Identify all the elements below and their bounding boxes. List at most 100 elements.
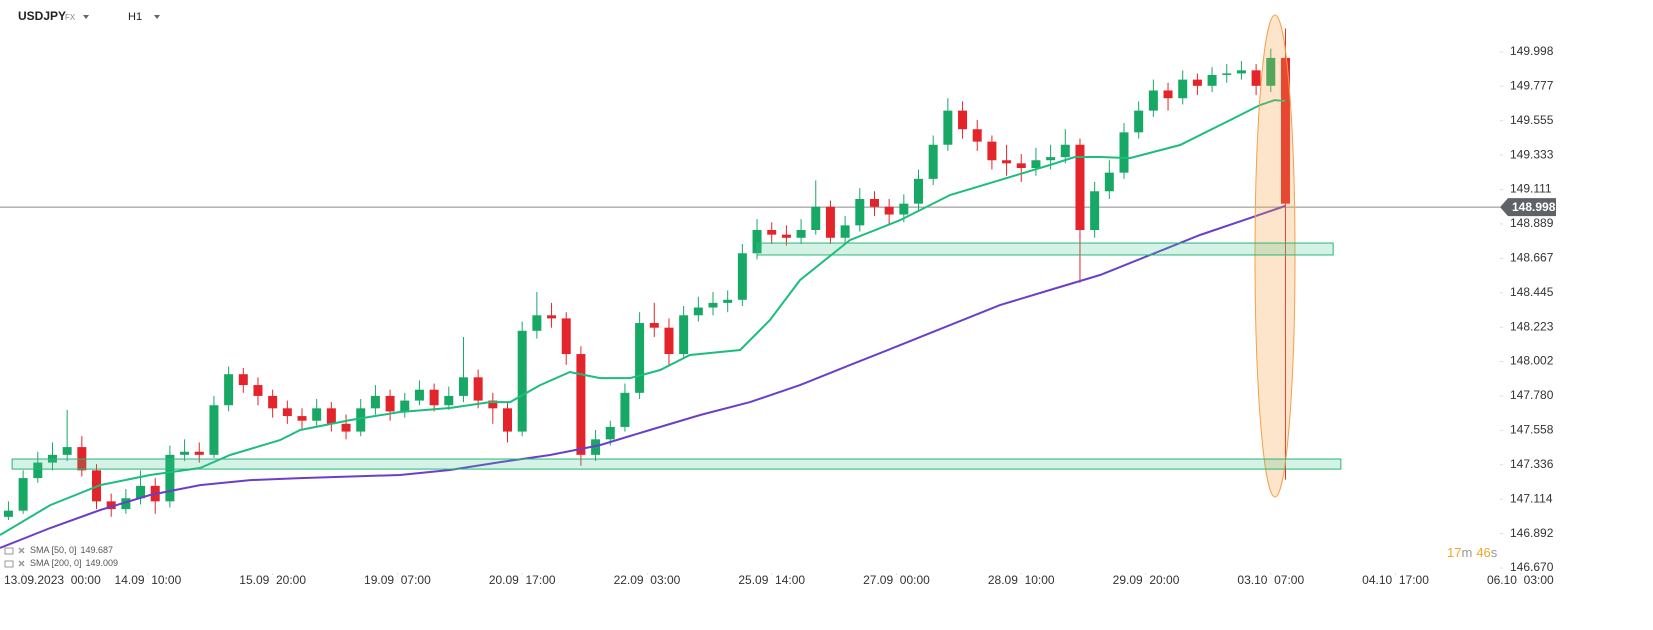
candle-body: [914, 178, 924, 204]
candle-body: [1222, 73, 1232, 75]
y-tick-label: 148.667: [1510, 251, 1554, 265]
candle-body: [194, 451, 204, 455]
candle-body: [238, 374, 248, 386]
y-tick-label: 149.555: [1510, 113, 1554, 127]
candle-body: [18, 478, 28, 511]
x-tick-label: 20.09 17:00: [489, 573, 556, 587]
candle-body: [224, 374, 234, 406]
candle-body: [1236, 70, 1246, 74]
y-tick-label: 147.780: [1510, 388, 1554, 402]
y-tick-label: 148.445: [1510, 285, 1554, 299]
overlay: 149.998 149.777 149.555 149.333 149.111 148.8…: [4, 44, 1556, 587]
candle-body: [767, 230, 777, 235]
candle-body: [943, 110, 953, 145]
x-tick-label: 27.09 00:00: [863, 573, 930, 587]
candle-body: [547, 315, 557, 319]
countdown-seconds: 46: [1476, 545, 1490, 560]
candle-body: [209, 405, 219, 455]
timeframe-selector[interactable]: H1: [128, 11, 160, 23]
candle-body: [33, 462, 43, 479]
countdown-minutes: 17: [1447, 545, 1461, 560]
legend-entry[interactable]: SMA [50, 0] 149.687: [4, 545, 113, 555]
candle-body: [473, 377, 483, 401]
y-tick-label: 149.777: [1510, 78, 1554, 92]
x-tick-label: 25.09 14:00: [738, 573, 805, 587]
candle-body: [326, 408, 336, 424]
candle-body: [708, 302, 718, 308]
y-tick-label: 148.002: [1510, 354, 1554, 368]
support-zone: [756, 242, 1334, 256]
legend-icon[interactable]: [4, 547, 14, 555]
countdown-unit: s: [1491, 545, 1498, 560]
candle-body: [488, 400, 498, 409]
countdown: 17m 46s: [1447, 545, 1498, 560]
candle-body: [1075, 144, 1085, 231]
candle-body: [165, 454, 175, 502]
candle-body: [591, 439, 601, 455]
candle-body: [1060, 144, 1070, 158]
candle-body: [899, 203, 909, 215]
legend-name: SMA [200, 0]: [30, 558, 82, 568]
timeframe[interactable]: H1: [128, 11, 142, 23]
candle-body: [664, 327, 674, 355]
candle-body: [1251, 70, 1261, 86]
candle-body: [737, 253, 747, 300]
y-tick-label: 149.333: [1510, 147, 1554, 161]
x-tick-label: 04.10 17:00: [1362, 573, 1429, 587]
candle-body: [414, 389, 424, 401]
candle-body: [1119, 132, 1129, 173]
candle-body: [1148, 90, 1158, 111]
legend-icon[interactable]: [4, 560, 14, 568]
dropdown-arrow[interactable]: [83, 15, 89, 19]
candle-body: [297, 416, 307, 421]
legend-entry[interactable]: SMA [200, 0] 149.009: [4, 558, 118, 568]
candle-body: [1016, 163, 1026, 168]
market[interactable]: FX: [65, 13, 76, 22]
candle-body: [1104, 172, 1114, 192]
price-tag: [1500, 198, 1556, 217]
highlight-ellipse: [1254, 14, 1296, 498]
candle-body: [1266, 57, 1276, 86]
candle-body: [825, 206, 835, 238]
candle-body: [517, 330, 527, 432]
x-tick-label: 22.09 03:00: [614, 573, 681, 587]
candle-body: [884, 206, 894, 215]
candle-body: [136, 485, 146, 499]
candle-body: [987, 141, 997, 161]
dropdown-arrow[interactable]: [154, 15, 160, 19]
candle-body: [356, 408, 366, 432]
candle-body: [958, 110, 968, 130]
symbol-selector[interactable]: USDJPY FX: [18, 9, 89, 23]
x-tick-label: 19.09 07:00: [364, 573, 431, 587]
candle-body: [458, 377, 468, 396]
candle-body: [400, 400, 410, 412]
candle-body: [855, 199, 865, 226]
candle-body: [312, 408, 322, 421]
candle-body: [3, 510, 13, 517]
x-tick-label: 06.10 03:00: [1487, 573, 1554, 587]
legend-close[interactable]: [18, 547, 25, 554]
symbol[interactable]: USDJPY: [18, 9, 66, 23]
candle-body: [928, 144, 938, 179]
y-tick-label: 147.114: [1510, 491, 1553, 505]
candle-body: [253, 385, 263, 396]
y-tick-label: 146.670: [1510, 560, 1554, 574]
x-tick-label: 28.09 10:00: [988, 573, 1055, 587]
candle-body: [1207, 74, 1217, 86]
candle-body: [972, 129, 982, 142]
candle-body: [429, 389, 439, 406]
sma-line: [0, 99, 1286, 536]
x-tick-label: 03.10 07:00: [1237, 573, 1304, 587]
candle-body: [620, 392, 630, 427]
candle-body: [811, 206, 821, 231]
candle-body: [268, 395, 278, 409]
y-tick-label: 148.889: [1510, 216, 1554, 230]
candle-body: [1031, 160, 1041, 168]
legend-close[interactable]: [18, 560, 25, 567]
legend-label: SMA [50, 0] 149.687: [30, 545, 113, 555]
candle-body: [532, 315, 542, 331]
candle-body: [1002, 160, 1012, 164]
candle-body: [723, 299, 733, 303]
